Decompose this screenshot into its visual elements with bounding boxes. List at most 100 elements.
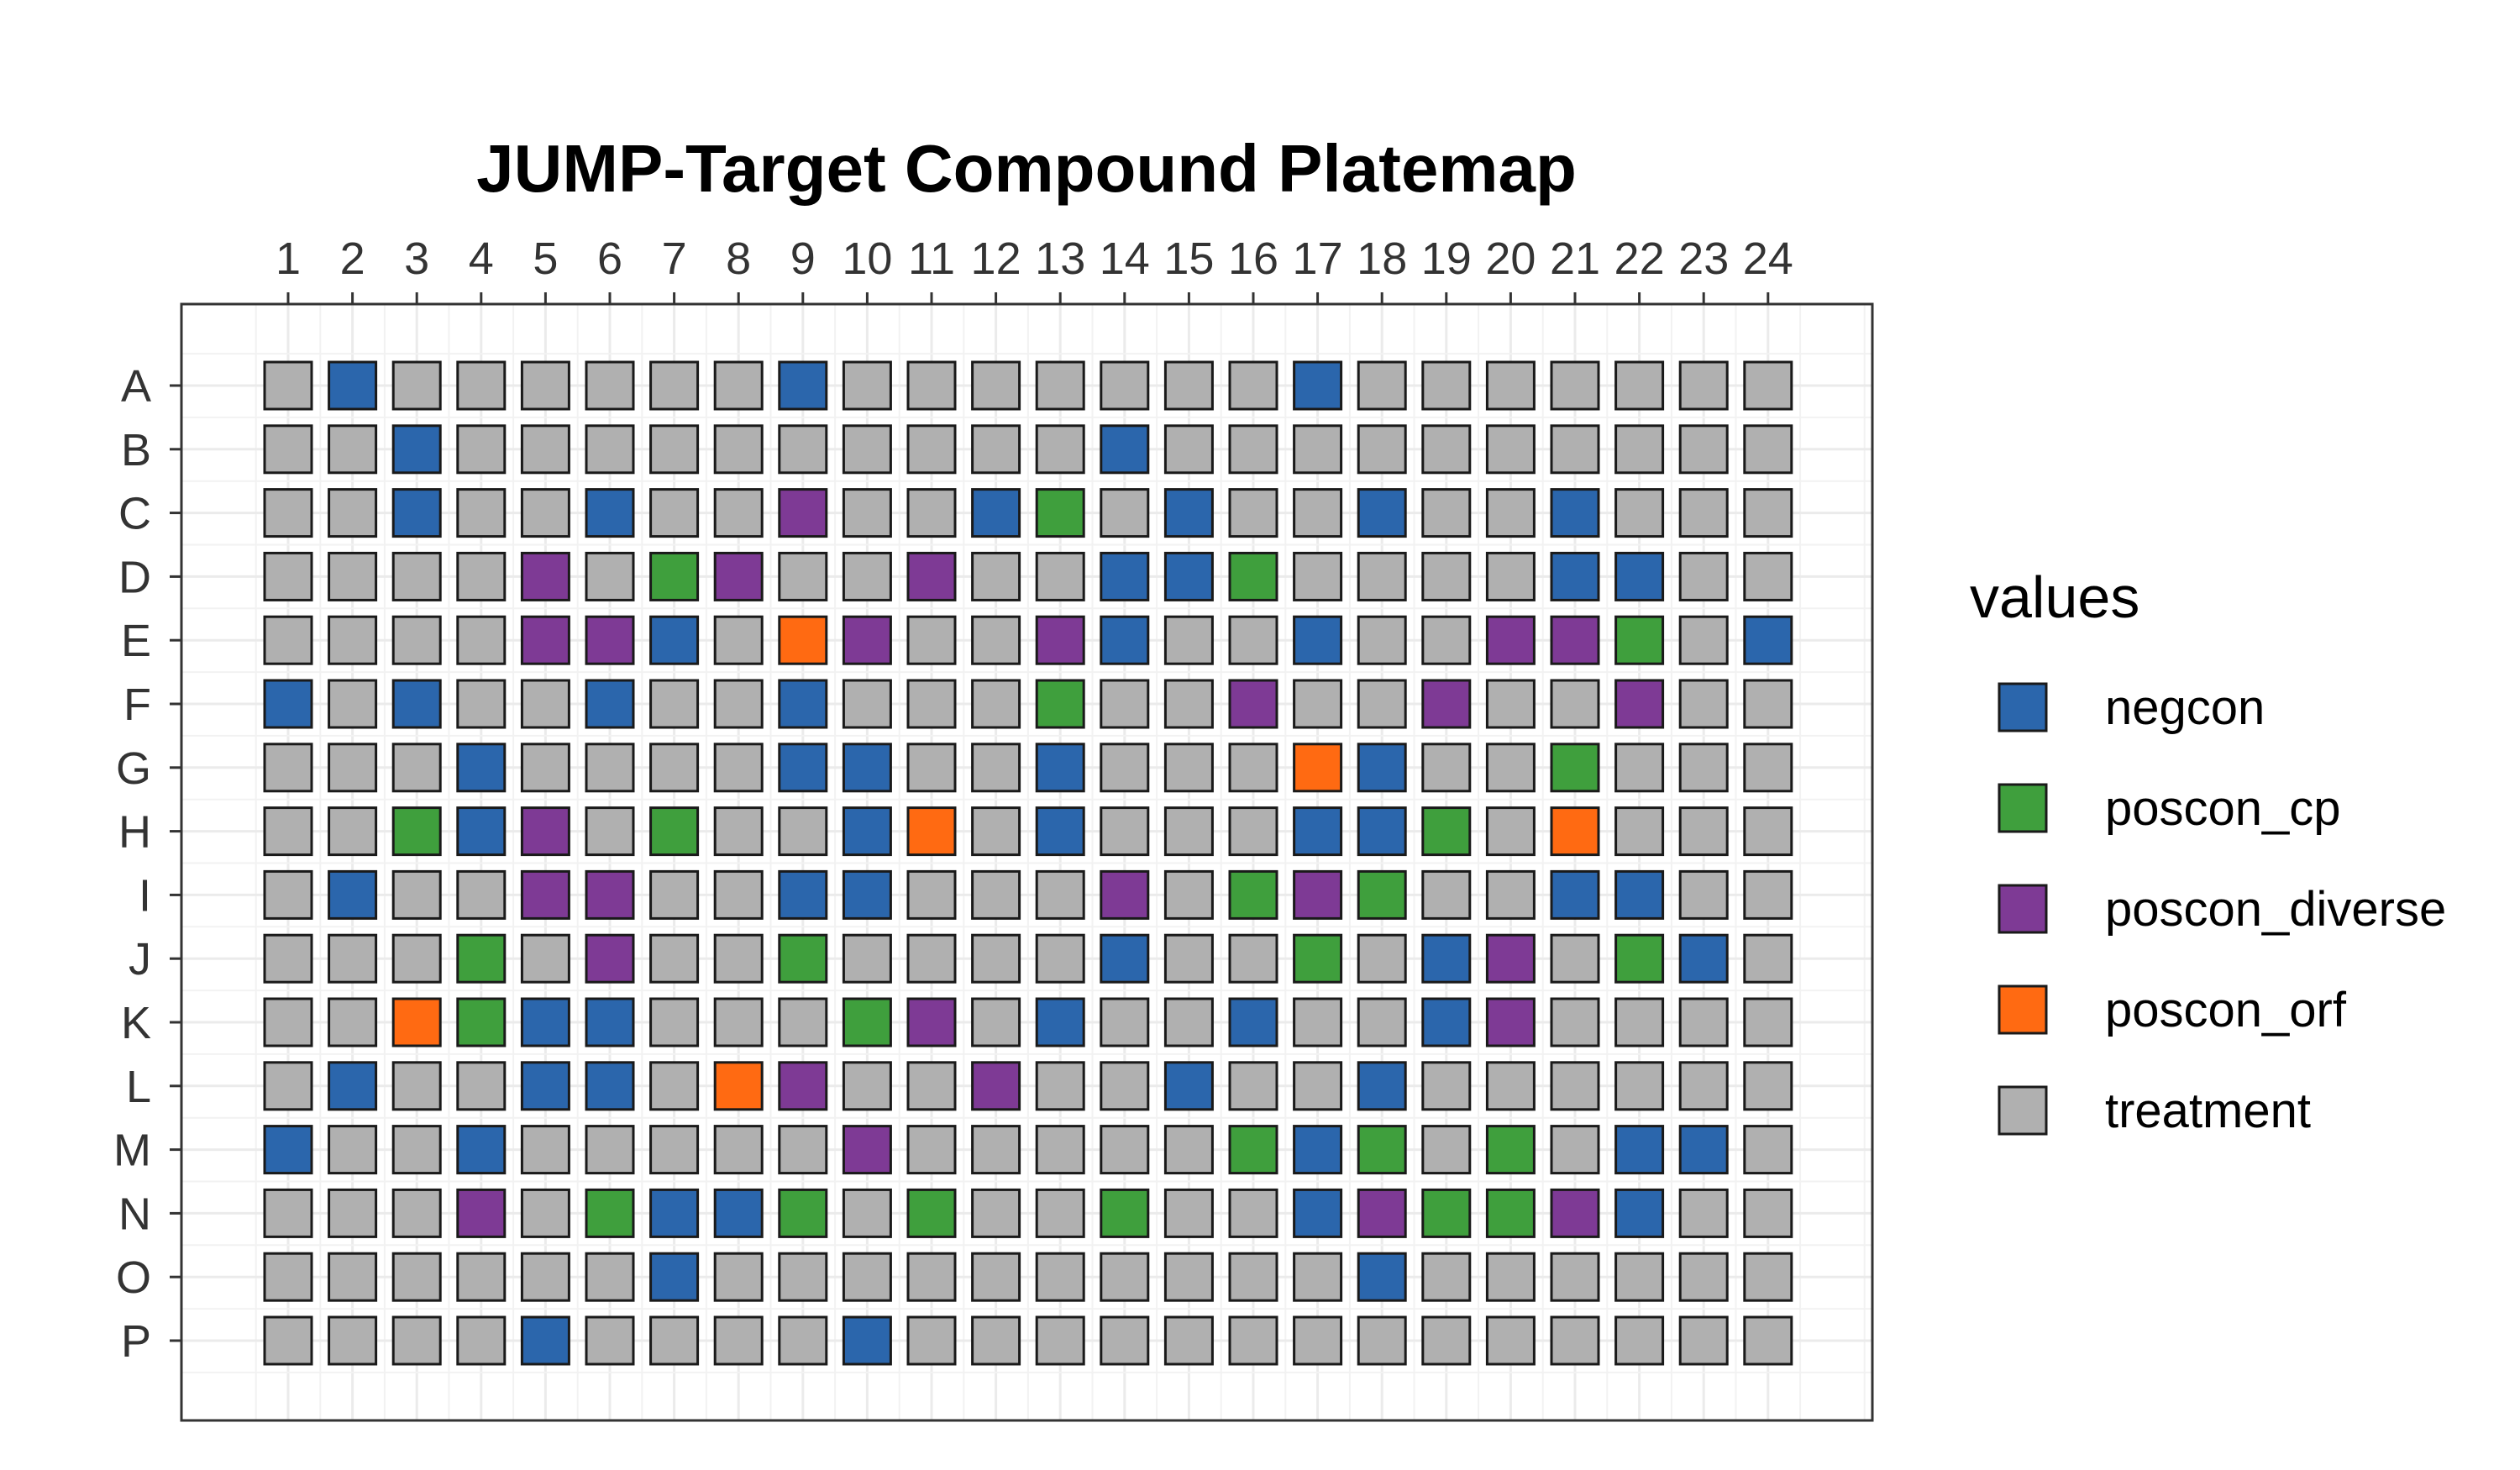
well-B3: B3: negcon — [391, 424, 442, 475]
well-G22: G22: treatment — [1614, 743, 1665, 793]
well-J4: J4: poscon_cp — [456, 933, 507, 984]
well-K13: K13: negcon — [1035, 997, 1085, 1047]
x-tick-label: 2 — [340, 234, 365, 284]
well-O12: O12: treatment — [971, 1252, 1021, 1302]
legend-title: values — [1970, 564, 2139, 630]
well-B19: B19: treatment — [1421, 424, 1472, 475]
well-O24: O24: treatment — [1743, 1252, 1793, 1302]
well-O19: O19: treatment — [1421, 1252, 1472, 1302]
well-K4: K4: poscon_cp — [456, 997, 507, 1047]
well-G17: G17: poscon_orf — [1293, 743, 1343, 793]
well-N17: N17: negcon — [1293, 1188, 1343, 1238]
well-D14: D14: negcon — [1100, 551, 1150, 601]
well-N9: N9: poscon_cp — [778, 1188, 828, 1238]
well-N2: N2: treatment — [328, 1188, 378, 1238]
well-O16: O16: treatment — [1228, 1252, 1278, 1302]
well-E10: E10: poscon_diverse — [842, 615, 892, 665]
well-F23: F23: treatment — [1678, 679, 1729, 729]
well-E12: E12: treatment — [971, 615, 1021, 665]
well-L24: L24: treatment — [1743, 1061, 1793, 1111]
y-tick-label: K — [121, 998, 151, 1048]
chart-title: JUMP-Target Compound Platemap — [476, 131, 1577, 206]
well-D1: D1: treatment — [263, 551, 313, 601]
well-J2: J2: treatment — [328, 933, 378, 984]
well-C13: C13: poscon_cp — [1035, 488, 1085, 538]
well-M2: M2: treatment — [328, 1125, 378, 1175]
well-P18: P18: treatment — [1357, 1315, 1407, 1366]
well-C22: C22: treatment — [1614, 488, 1665, 538]
well-I4: I4: treatment — [456, 869, 507, 920]
x-tick-label: 3 — [404, 234, 429, 284]
well-H2: H2: treatment — [328, 806, 378, 857]
well-M13: M13: treatment — [1035, 1125, 1085, 1175]
well-M7: M7: treatment — [649, 1125, 700, 1175]
y-tick-label: N — [118, 1189, 151, 1239]
x-tick-label: 16 — [1228, 234, 1278, 284]
well-L2: L2: negcon — [328, 1061, 378, 1111]
y-tick-label: O — [116, 1252, 151, 1303]
well-O3: O3: treatment — [391, 1252, 442, 1302]
well-I5: I5: poscon_diverse — [520, 869, 570, 920]
well-G6: G6: treatment — [585, 743, 635, 793]
y-tick-label: P — [121, 1316, 151, 1367]
well-K16: K16: negcon — [1228, 997, 1278, 1047]
well-I24: I24: treatment — [1743, 869, 1793, 920]
well-N15: N15: treatment — [1163, 1188, 1214, 1238]
well-B1: B1: treatment — [263, 424, 313, 475]
well-O22: O22: treatment — [1614, 1252, 1665, 1302]
well-B10: B10: treatment — [842, 424, 892, 475]
well-A6: A6: treatment — [585, 360, 635, 411]
well-P9: P9: treatment — [778, 1315, 828, 1366]
well-K17: K17: treatment — [1293, 997, 1343, 1047]
well-F5: F5: treatment — [520, 679, 570, 729]
well-D4: D4: treatment — [456, 551, 507, 601]
well-P16: P16: treatment — [1228, 1315, 1278, 1366]
well-F14: F14: treatment — [1100, 679, 1150, 729]
well-J7: J7: treatment — [649, 933, 700, 984]
well-L11: L11: treatment — [906, 1061, 957, 1111]
well-G2: G2: treatment — [328, 743, 378, 793]
well-M12: M12: treatment — [971, 1125, 1021, 1175]
x-tick-label: 22 — [1614, 234, 1665, 284]
well-M9: M9: treatment — [778, 1125, 828, 1175]
well-N21: N21: poscon_diverse — [1550, 1188, 1600, 1238]
well-F12: F12: treatment — [971, 679, 1021, 729]
well-D6: D6: treatment — [585, 551, 635, 601]
well-F17: F17: treatment — [1293, 679, 1343, 729]
well-J3: J3: treatment — [391, 933, 442, 984]
well-L14: L14: treatment — [1100, 1061, 1150, 1111]
well-J15: J15: treatment — [1163, 933, 1214, 984]
well-F1: F1: negcon — [263, 679, 313, 729]
x-tick-label: 7 — [662, 234, 687, 284]
well-G20: G20: treatment — [1485, 743, 1536, 793]
well-N16: N16: treatment — [1228, 1188, 1278, 1238]
well-M24: M24: treatment — [1743, 1125, 1793, 1175]
well-L6: L6: negcon — [585, 1061, 635, 1111]
well-F10: F10: treatment — [842, 679, 892, 729]
well-B7: B7: treatment — [649, 424, 700, 475]
well-E3: E3: treatment — [391, 615, 442, 665]
well-L13: L13: treatment — [1035, 1061, 1085, 1111]
well-L10: L10: treatment — [842, 1061, 892, 1111]
well-N12: N12: treatment — [971, 1188, 1021, 1238]
well-B12: B12: treatment — [971, 424, 1021, 475]
well-H21: H21: poscon_orf — [1550, 806, 1600, 857]
well-F4: F4: treatment — [456, 679, 507, 729]
x-tick-label: 5 — [533, 234, 558, 284]
well-L3: L3: treatment — [391, 1061, 442, 1111]
well-J19: J19: negcon — [1421, 933, 1472, 984]
well-I17: I17: poscon_diverse — [1293, 869, 1343, 920]
well-O21: O21: treatment — [1550, 1252, 1600, 1302]
legend-label-negcon: negcon — [2105, 680, 2265, 735]
well-C24: C24: treatment — [1743, 488, 1793, 538]
well-G1: G1: treatment — [263, 743, 313, 793]
well-M19: M19: treatment — [1421, 1125, 1472, 1175]
y-tick-label: A — [121, 361, 151, 412]
x-tick-label: 10 — [842, 234, 892, 284]
well-I13: I13: treatment — [1035, 869, 1085, 920]
legend-key-treatment — [1998, 1085, 2048, 1136]
well-B6: B6: treatment — [585, 424, 635, 475]
well-E5: E5: poscon_diverse — [520, 615, 570, 665]
well-D20: D20: treatment — [1485, 551, 1536, 601]
well-M10: M10: poscon_diverse — [842, 1125, 892, 1175]
